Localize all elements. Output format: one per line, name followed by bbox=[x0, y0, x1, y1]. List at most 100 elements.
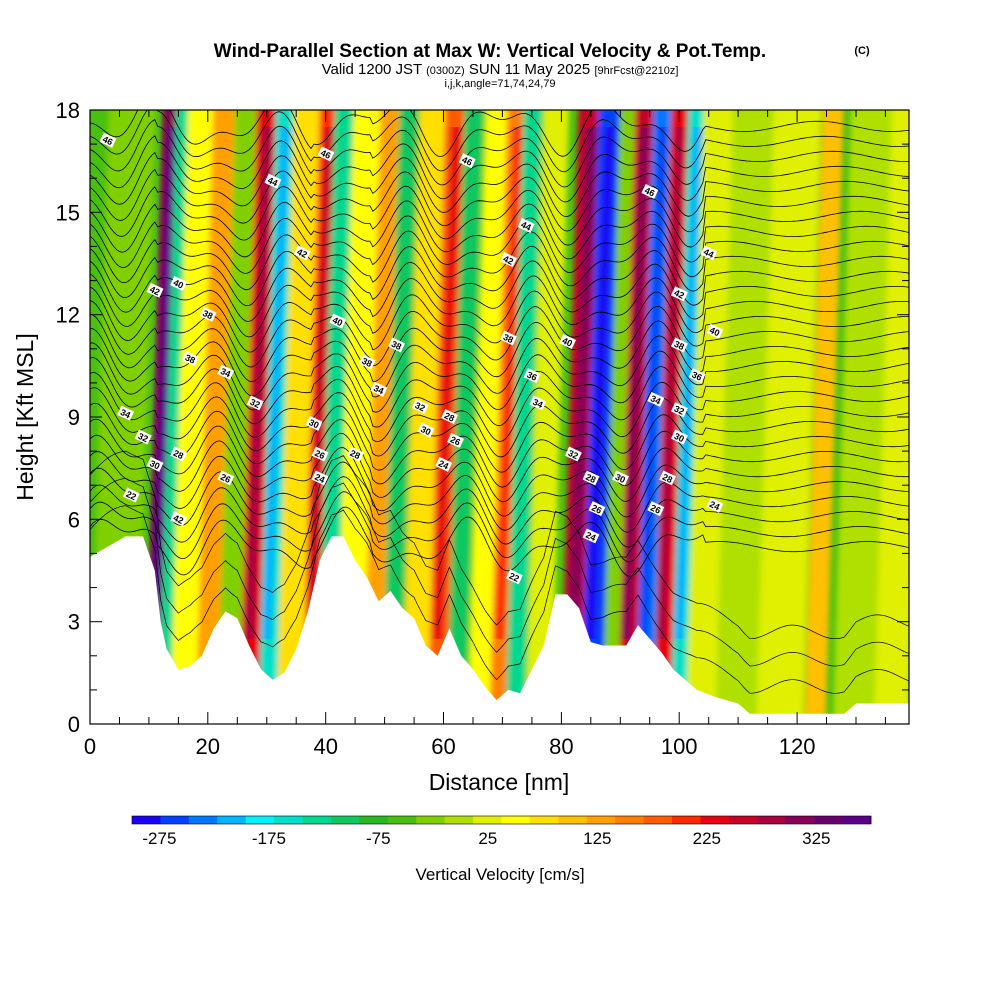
theta-contour bbox=[90, 300, 909, 368]
contour-label-bg bbox=[659, 470, 677, 486]
theta-contour bbox=[90, 286, 909, 353]
contour-label-text: 24 bbox=[313, 472, 326, 485]
contour-label-bg bbox=[346, 446, 364, 462]
contour-label-text: 30 bbox=[614, 472, 627, 485]
colorbar-swatch bbox=[558, 816, 588, 824]
velocity-band bbox=[685, 110, 739, 724]
velocity-band bbox=[602, 110, 640, 724]
contour-label: 30 bbox=[417, 422, 435, 438]
colorbar-swatch bbox=[814, 816, 843, 824]
colorbar-tick-label: 325 bbox=[802, 829, 830, 848]
colorbar-swatch bbox=[643, 816, 673, 824]
contour-label: 36 bbox=[688, 368, 706, 384]
theta-contour bbox=[90, 313, 909, 383]
contour-label: 46 bbox=[641, 183, 659, 199]
contour-label-bg bbox=[370, 381, 388, 397]
contour-label-text: 32 bbox=[136, 431, 149, 444]
contour-label: 32 bbox=[564, 446, 582, 462]
theta-contour bbox=[90, 371, 909, 443]
contour-label: 38 bbox=[358, 354, 376, 370]
colorbar-swatch bbox=[529, 816, 559, 824]
contour-label-text: 28 bbox=[443, 410, 456, 423]
theta-contour bbox=[90, 135, 909, 203]
contour-label-text: 26 bbox=[590, 502, 603, 515]
colorbar-swatch bbox=[785, 816, 815, 824]
contour-label-bg bbox=[122, 487, 140, 503]
contour-label-bg bbox=[329, 313, 347, 329]
contour-label: 24 bbox=[435, 456, 453, 472]
contour-label: 44 bbox=[264, 173, 282, 189]
y-axis-title: Height [Kft MSL] bbox=[12, 333, 38, 500]
contour-label-bg bbox=[582, 528, 600, 544]
contour-label-text: 30 bbox=[148, 458, 161, 471]
theta-contour-low bbox=[90, 450, 909, 640]
contour-label-bg bbox=[641, 183, 659, 199]
contour-label-text: 22 bbox=[508, 571, 521, 584]
theta-contour bbox=[90, 328, 909, 398]
contour-label-bg bbox=[417, 422, 435, 438]
y-tick-label: 9 bbox=[68, 405, 80, 430]
theta-contour bbox=[90, 151, 909, 218]
contour-label: 38 bbox=[181, 351, 199, 367]
contour-label-bg bbox=[706, 497, 724, 513]
contour-label-bg bbox=[458, 153, 476, 169]
x-tick-label: 40 bbox=[313, 734, 337, 759]
y-tick-label: 18 bbox=[56, 98, 80, 123]
colorbar-title: Vertical Velocity [cm/s] bbox=[415, 865, 584, 884]
velocity-band bbox=[381, 110, 419, 724]
theta-contour bbox=[90, 447, 909, 518]
contour-label-text: 34 bbox=[649, 393, 662, 406]
theta-contour bbox=[90, 245, 909, 307]
contour-label: 38 bbox=[388, 337, 406, 353]
x-tick-label: 100 bbox=[661, 734, 698, 759]
colorbar-tick-label: 125 bbox=[583, 829, 611, 848]
contour-label: 28 bbox=[441, 409, 459, 425]
theta-contour bbox=[90, 476, 909, 548]
contour-label-bg bbox=[217, 470, 235, 486]
contour-label: 32 bbox=[246, 395, 264, 411]
contour-label-text: 28 bbox=[348, 448, 361, 461]
colorbar-tick-label: -175 bbox=[252, 829, 286, 848]
velocity-band-core bbox=[639, 127, 667, 639]
contour-label: 26 bbox=[217, 470, 235, 486]
contour-label-bg bbox=[117, 405, 135, 421]
contour-label-bg bbox=[358, 354, 376, 370]
contour-label-text: 28 bbox=[661, 472, 674, 485]
contour-label-text: 26 bbox=[219, 472, 232, 485]
contour-label-bg bbox=[670, 286, 688, 302]
y-tick-labels: 0 3 6 9 12 15 18 bbox=[56, 98, 80, 737]
colorbar-swatch bbox=[416, 816, 446, 824]
theta-contour bbox=[90, 491, 909, 563]
contour-label: 44 bbox=[517, 218, 535, 234]
axis-ticks bbox=[89, 109, 909, 725]
contour-label: 46 bbox=[317, 146, 335, 162]
contour-label-text: 42 bbox=[502, 253, 515, 266]
theta-contour-low bbox=[90, 505, 909, 694]
contour-label: 32 bbox=[134, 429, 152, 445]
contour-label-text: 42 bbox=[295, 247, 308, 260]
contour-label-bg bbox=[170, 276, 188, 292]
contour-label: 44 bbox=[700, 245, 718, 261]
contour-label-text: 28 bbox=[584, 472, 597, 485]
theta-contour bbox=[90, 273, 909, 338]
contour-label: 34 bbox=[117, 405, 135, 421]
colorbar-tick-label: 225 bbox=[693, 829, 721, 848]
contour-label-text: 24 bbox=[584, 530, 597, 543]
y-tick-label: 15 bbox=[56, 200, 80, 225]
contour-label: 26 bbox=[588, 501, 606, 517]
x-tick-label: 20 bbox=[196, 734, 220, 759]
contour-label-bg bbox=[435, 456, 453, 472]
theta-contour bbox=[90, 215, 909, 278]
contour-label-bg bbox=[311, 470, 329, 486]
contour-label: 24 bbox=[582, 528, 600, 544]
theta-contour-low bbox=[90, 477, 909, 667]
contour-label-bg bbox=[559, 334, 576, 350]
y-tick-label: 6 bbox=[68, 507, 80, 532]
colorbar-swatch bbox=[700, 816, 730, 824]
colorbar-swatch bbox=[245, 816, 275, 824]
contour-label: 40 bbox=[329, 313, 347, 329]
contour-label: 34 bbox=[647, 391, 665, 407]
contour-label-bg bbox=[170, 446, 188, 462]
contour-label-bg bbox=[447, 432, 464, 448]
contour-label-bg bbox=[199, 306, 217, 322]
